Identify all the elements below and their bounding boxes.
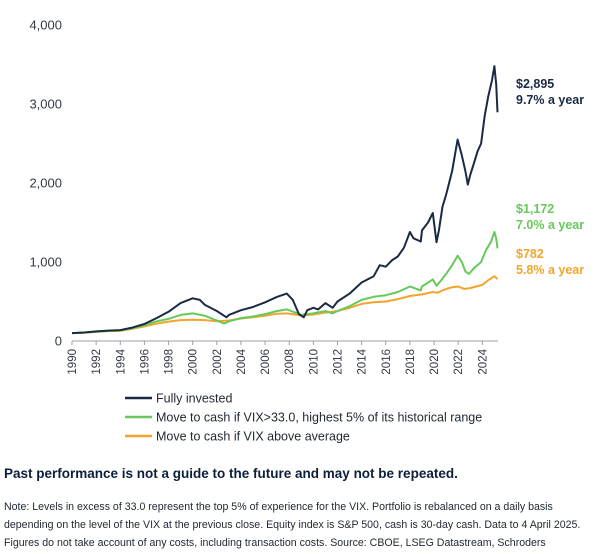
x-tick-label: 2004 — [236, 348, 248, 374]
y-tick-label: 2,000 — [29, 176, 62, 191]
x-tick-label: 2002 — [212, 349, 224, 375]
x-tick-label: 1994 — [115, 348, 127, 374]
end-value-label: $1,172 — [516, 202, 554, 216]
x-tick-label: 1990 — [67, 349, 79, 375]
y-axis: 0 1,000 2,000 3,000 4,000 — [29, 18, 62, 349]
series-line — [71, 65, 499, 335]
x-tick-label: 2012 — [332, 349, 344, 375]
x-tick-label: 1996 — [139, 349, 151, 375]
x-tick-label: 2020 — [429, 349, 441, 375]
end-rate-label: 7.0% a year — [516, 218, 584, 232]
series-line — [71, 231, 499, 335]
y-tick-label: 4,000 — [29, 18, 62, 33]
legend: Fully invested Move to cash if VIX>33.0, … — [125, 392, 482, 444]
end-value-label: $782 — [516, 247, 544, 261]
performance-disclaimer: Past performance is not a guide to the f… — [4, 466, 458, 481]
x-tick-label: 2010 — [308, 349, 320, 375]
x-tick-label: 1998 — [164, 349, 176, 375]
end-value-label: $2,895 — [516, 77, 554, 91]
x-tick-label: 2006 — [260, 349, 272, 375]
series-line — [71, 275, 499, 335]
y-tick-label: 0 — [55, 334, 62, 349]
x-tick-label: 2024 — [477, 348, 489, 374]
chart-note: Note: Levels in excess of 33.0 represent… — [4, 501, 581, 549]
x-tick-label: 2016 — [381, 349, 393, 375]
x-tick-label: 1992 — [91, 349, 103, 375]
y-tick-label: 3,000 — [29, 97, 62, 112]
legend-label: Fully invested — [156, 392, 232, 406]
x-tick-label: 2008 — [284, 349, 296, 375]
end-rate-label: 9.7% a year — [516, 93, 584, 107]
x-tick-label: 2018 — [405, 349, 417, 375]
x-tick-label: 2014 — [357, 348, 369, 374]
x-axis: 1990 1992 1994 1996 1998 2000 2002 2004 2006 2008… — [67, 340, 498, 375]
legend-label: Move to cash if VIX>33.0, highest 5% of … — [156, 411, 482, 425]
end-rate-label: 5.8% a year — [516, 263, 584, 277]
legend-label: Move to cash if VIX above average — [156, 430, 350, 444]
x-tick-label: 2022 — [453, 349, 465, 375]
end-value-labels: $2,895 9.7% a year $1,172 7.0% a year $782 5.… — [516, 77, 584, 277]
series-lines — [71, 65, 499, 335]
x-tick-label: 2000 — [188, 349, 200, 375]
y-tick-label: 1,000 — [29, 255, 62, 270]
